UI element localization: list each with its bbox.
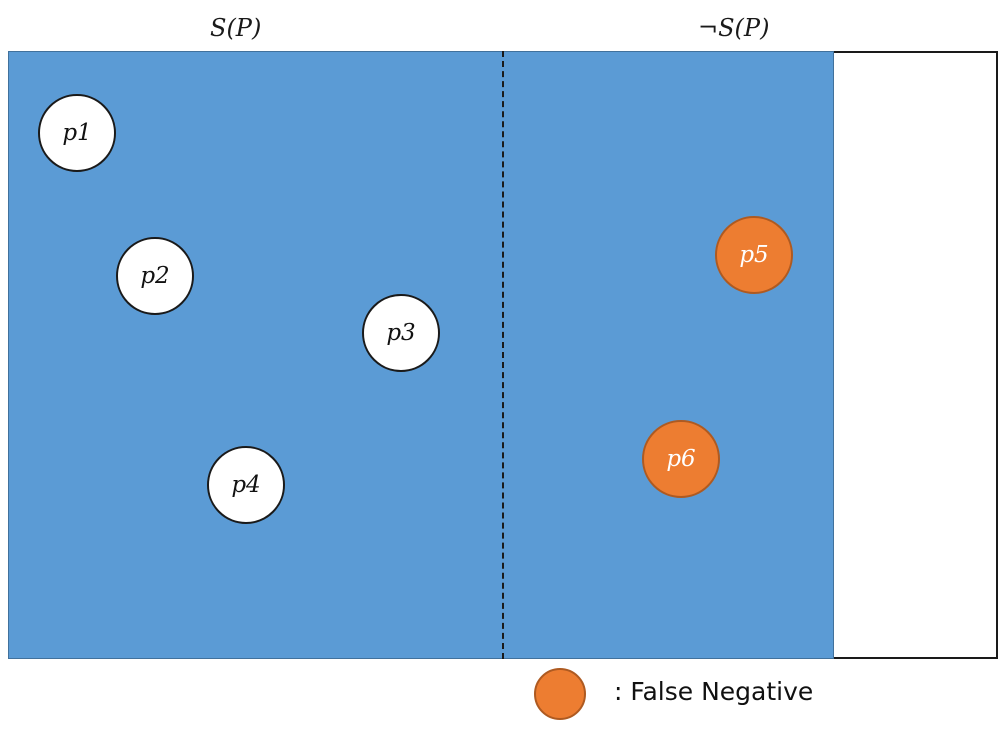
node-p4: p4: [207, 446, 285, 524]
node-p3: p3: [362, 294, 440, 372]
node-p5: p5: [715, 216, 793, 294]
node-p6: p6: [642, 420, 720, 498]
region-label-s-p: S(P): [210, 14, 262, 42]
node-label: p6: [666, 446, 696, 472]
node-p2: p2: [116, 237, 194, 315]
dashed-divider: [502, 51, 504, 659]
node-label: p1: [62, 120, 92, 146]
legend-false-negative-swatch: [534, 668, 586, 720]
node-label: p3: [386, 320, 416, 346]
node-label: p4: [231, 472, 261, 498]
legend-false-negative-label: : False Negative: [614, 677, 814, 706]
node-label: p2: [140, 263, 170, 289]
region-label-not-s-p: ¬S(P): [698, 14, 770, 42]
node-label: p5: [739, 242, 769, 268]
node-p1: p1: [38, 94, 116, 172]
